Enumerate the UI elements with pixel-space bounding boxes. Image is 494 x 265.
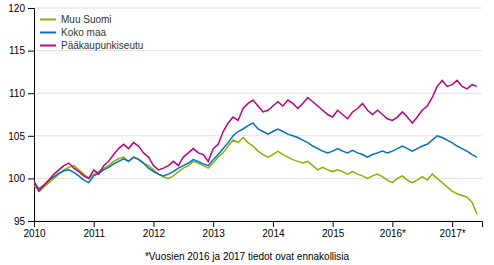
y-tick: 95 — [14, 216, 34, 227]
grid-line — [34, 135, 482, 136]
y-tick: 110 — [9, 88, 34, 99]
y-tick-label: 120 — [8, 3, 25, 14]
x-tick: 2012 — [143, 221, 166, 239]
legend: Muu Suomi Koko maa Pääkaupunkiseutu — [40, 14, 143, 51]
legend-item: Muu Suomi — [40, 14, 112, 25]
x-tick: 2014 — [262, 221, 285, 239]
x-tick-mark — [333, 221, 334, 227]
series-line — [34, 80, 477, 191]
y-tick-mark — [28, 136, 34, 137]
x-tick-label: 2017* — [440, 228, 466, 239]
y-axis-line — [28, 9, 35, 222]
legend-swatch — [40, 19, 56, 21]
x-tick-label: 2015 — [322, 228, 345, 239]
legend-item: Pääkaupunkiseutu — [40, 40, 143, 51]
y-tick-label: 105 — [8, 131, 25, 142]
y-tick-mark — [28, 51, 34, 52]
x-tick: 2016* — [380, 221, 406, 239]
x-tick-label: 2016* — [380, 228, 406, 239]
x-tick: 2010 — [23, 221, 46, 239]
x-tick-mark — [153, 221, 154, 227]
x-tick-mark — [452, 221, 453, 227]
y-tick-mark — [28, 93, 34, 94]
x-tick-mark — [392, 221, 393, 227]
x-tick: 2017* — [440, 221, 466, 239]
legend-swatch — [40, 45, 56, 47]
grid-line — [34, 93, 482, 94]
x-tick-label: 2013 — [203, 228, 226, 239]
y-tick: 100 — [8, 173, 34, 184]
x-tick: 2011 — [83, 221, 105, 239]
chart-svg: 2010 2011 2012 2013 2014 2015 2016* 2017* 95 100 1… — [0, 0, 494, 265]
x-axis-line — [35, 222, 483, 228]
y-tick-label: 95 — [14, 216, 26, 227]
plot-area: 2010 2011 2012 2013 2014 2015 2016* 2017* 95 100 1… — [8, 3, 482, 239]
y-tick-mark — [28, 221, 34, 222]
y-tick: 120 — [8, 3, 34, 14]
x-tick-mark — [213, 221, 214, 227]
grid-line — [34, 8, 482, 9]
x-tick-label: 2012 — [143, 228, 166, 239]
chart-container: 2010 2011 2012 2013 2014 2015 2016* 2017* 95 100 1… — [0, 0, 494, 265]
x-axis: 2010 2011 2012 2013 2014 2015 2016* 2017* — [23, 221, 482, 239]
y-tick: 105 — [8, 131, 34, 142]
legend-item: Koko maa — [40, 27, 106, 38]
x-tick-mark — [94, 221, 95, 227]
legend-label: Pääkaupunkiseutu — [61, 40, 143, 51]
x-tick-label: 2010 — [23, 228, 46, 239]
x-tick-mark — [273, 221, 274, 227]
y-axis: 95 100 105 110 115 120 — [8, 3, 34, 227]
y-tick-mark — [28, 178, 34, 179]
lines — [34, 80, 477, 214]
series-line — [34, 123, 477, 189]
series-line — [34, 138, 477, 215]
x-tick: 2015 — [322, 221, 345, 239]
footnote: *Vuosien 2016 ja 2017 tiedot ovat ennako… — [145, 251, 350, 262]
grid-line — [34, 178, 482, 179]
legend-swatch — [40, 32, 56, 34]
y-tick-mark — [28, 8, 34, 9]
x-tick-label: 2011 — [83, 228, 105, 239]
legend-label: Muu Suomi — [61, 14, 112, 25]
y-tick-label: 115 — [9, 45, 25, 56]
grid — [34, 8, 482, 221]
y-tick-label: 100 — [8, 173, 25, 184]
legend-label: Koko maa — [61, 27, 106, 38]
x-tick-label: 2014 — [262, 228, 285, 239]
x-tick: 2013 — [203, 221, 226, 239]
y-tick: 115 — [9, 45, 34, 56]
y-tick-label: 110 — [9, 88, 25, 99]
